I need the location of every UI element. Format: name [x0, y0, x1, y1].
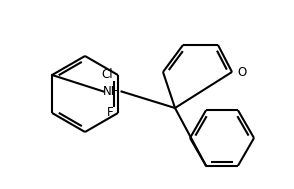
Text: Cl: Cl: [101, 68, 113, 81]
Text: F: F: [107, 106, 114, 119]
Text: NH: NH: [103, 85, 120, 98]
Text: O: O: [237, 66, 246, 78]
